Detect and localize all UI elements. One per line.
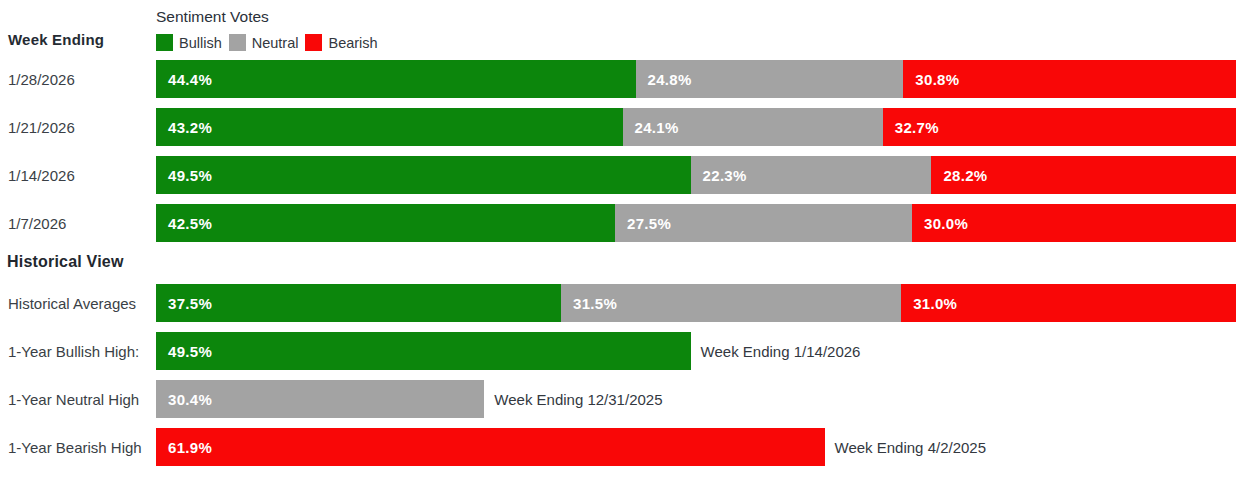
- bullish-high-row: 1-Year Bullish High: 49.5% Week Ending 1…: [0, 332, 1241, 370]
- bearish-high-annotation: Week Ending 4/2/2025: [835, 439, 987, 456]
- neutral-percent: 24.1%: [623, 119, 679, 136]
- bearish-percent: 32.7%: [883, 119, 939, 136]
- sentiment-stacked-bar: 44.4% 24.8% 30.8%: [156, 60, 1236, 98]
- sentiment-stacked-bar: 49.5% 22.3% 28.2%: [156, 156, 1236, 194]
- bearish-percent: 61.9%: [156, 439, 212, 456]
- bullish-segment: 49.5%: [156, 332, 691, 370]
- week-ending-header-cell: Week Ending: [0, 8, 156, 51]
- neutral-percent: 27.5%: [615, 215, 671, 232]
- legend-label-bullish: Bullish: [179, 35, 222, 51]
- bullish-high-annotation: Week Ending 1/14/2026: [701, 343, 861, 360]
- single-bar: 61.9% Week Ending 4/2/2025: [156, 428, 1236, 466]
- bullish-segment: 37.5%: [156, 284, 561, 322]
- neutral-segment: 27.5%: [615, 204, 912, 242]
- bearish-high-row: 1-Year Bearish High 61.9% Week Ending 4/…: [0, 428, 1241, 466]
- sentiment-stacked-bar: 37.5% 31.5% 31.0%: [156, 284, 1236, 322]
- bullish-percent: 43.2%: [156, 119, 212, 136]
- neutral-percent: 31.5%: [561, 295, 617, 312]
- neutral-segment: 31.5%: [561, 284, 901, 322]
- bearish-percent: 28.2%: [931, 167, 987, 184]
- bullish-percent: 49.5%: [156, 167, 212, 184]
- bullish-segment: 44.4%: [156, 60, 636, 98]
- bullish-percent: 44.4%: [156, 71, 212, 88]
- bullish-high-label: 1-Year Bullish High:: [0, 343, 156, 360]
- neutral-high-annotation: Week Ending 12/31/2025: [494, 391, 662, 408]
- historical-averages-row: Historical Averages 37.5% 31.5% 31.0%: [0, 284, 1241, 322]
- bearish-segment: 32.7%: [883, 108, 1236, 146]
- bearish-segment: 30.0%: [912, 204, 1236, 242]
- chart-title-block: Sentiment Votes Bullish Neutral Bearish: [156, 8, 1241, 51]
- weekly-row: 1/7/2026 42.5% 27.5% 30.0%: [0, 204, 1241, 242]
- chart-title: Sentiment Votes: [156, 8, 1241, 26]
- bearish-percent: 30.0%: [912, 215, 968, 232]
- neutral-percent: 30.4%: [156, 391, 212, 408]
- week-date-label: 1/7/2026: [0, 215, 156, 232]
- neutral-swatch-icon: [229, 34, 246, 51]
- historical-averages-label: Historical Averages: [0, 295, 156, 312]
- bullish-segment: 42.5%: [156, 204, 615, 242]
- week-date-label: 1/21/2026: [0, 119, 156, 136]
- bearish-segment: 61.9%: [156, 428, 825, 466]
- sentiment-stacked-bar: 42.5% 27.5% 30.0%: [156, 204, 1236, 242]
- week-ending-header: Week Ending: [8, 31, 104, 48]
- weekly-row: 1/21/2026 43.2% 24.1% 32.7%: [0, 108, 1241, 146]
- neutral-percent: 22.3%: [691, 167, 747, 184]
- bullish-percent: 42.5%: [156, 215, 212, 232]
- historical-view-heading: Historical View: [0, 253, 1241, 271]
- bearish-percent: 30.8%: [903, 71, 959, 88]
- neutral-segment: 30.4%: [156, 380, 484, 418]
- bearish-high-label: 1-Year Bearish High: [0, 439, 156, 456]
- single-bar: 49.5% Week Ending 1/14/2026: [156, 332, 1236, 370]
- bearish-segment: 31.0%: [901, 284, 1236, 322]
- legend-item-bearish: Bearish: [305, 34, 377, 51]
- bullish-segment: 49.5%: [156, 156, 691, 194]
- legend-item-bullish: Bullish: [156, 34, 222, 51]
- bullish-percent: 37.5%: [156, 295, 212, 312]
- legend-label-bearish: Bearish: [328, 35, 377, 51]
- bearish-swatch-icon: [305, 34, 322, 51]
- single-bar: 30.4% Week Ending 12/31/2025: [156, 380, 1236, 418]
- neutral-high-label: 1-Year Neutral High: [0, 391, 156, 408]
- neutral-segment: 24.1%: [623, 108, 883, 146]
- bearish-segment: 30.8%: [903, 60, 1236, 98]
- chart-header: Week Ending Sentiment Votes Bullish Neut…: [0, 8, 1241, 51]
- week-date-label: 1/28/2026: [0, 71, 156, 88]
- legend-item-neutral: Neutral: [229, 34, 299, 51]
- weekly-row: 1/28/2026 44.4% 24.8% 30.8%: [0, 60, 1241, 98]
- bullish-segment: 43.2%: [156, 108, 623, 146]
- neutral-percent: 24.8%: [636, 71, 692, 88]
- weekly-row: 1/14/2026 49.5% 22.3% 28.2%: [0, 156, 1241, 194]
- legend-label-neutral: Neutral: [252, 35, 299, 51]
- week-date-label: 1/14/2026: [0, 167, 156, 184]
- bullish-swatch-icon: [156, 34, 173, 51]
- neutral-segment: 24.8%: [636, 60, 904, 98]
- bearish-segment: 28.2%: [931, 156, 1236, 194]
- legend: Bullish Neutral Bearish: [156, 34, 1241, 51]
- neutral-segment: 22.3%: [691, 156, 932, 194]
- neutral-high-row: 1-Year Neutral High 30.4% Week Ending 12…: [0, 380, 1241, 418]
- bullish-percent: 49.5%: [156, 343, 212, 360]
- sentiment-stacked-bar: 43.2% 24.1% 32.7%: [156, 108, 1236, 146]
- sentiment-votes-chart: Week Ending Sentiment Votes Bullish Neut…: [0, 0, 1241, 487]
- bearish-percent: 31.0%: [901, 295, 957, 312]
